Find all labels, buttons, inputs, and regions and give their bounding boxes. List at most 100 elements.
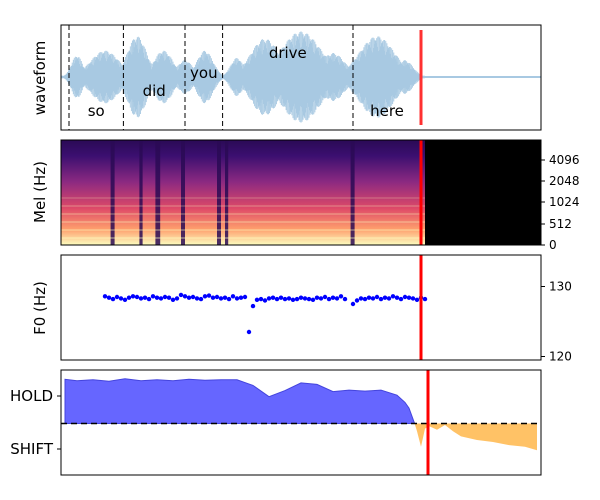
turn-tick-label-shift: SHIFT	[10, 440, 54, 458]
f0-point-36	[246, 329, 252, 335]
f0-point-21	[186, 295, 192, 300]
turn-axes-frame	[60, 369, 542, 476]
f0-point-13	[154, 295, 160, 300]
hold-area	[64, 378, 416, 424]
mel-tick-label-4: 4096	[549, 153, 580, 167]
f0-point-47	[290, 297, 296, 302]
turn-yticks: HOLD SHIFT	[10, 387, 61, 458]
f0-yticks: 120 130	[541, 280, 572, 364]
f0-point-39	[258, 296, 264, 302]
f0-point-61	[350, 301, 356, 307]
f0-point-25	[202, 294, 208, 299]
f0-point-58	[334, 296, 340, 301]
f0-tick-label-1: 130	[549, 280, 572, 294]
mel-harmonic-2	[61, 221, 425, 223]
f0-tick-label-0: 120	[549, 350, 572, 364]
f0-point-11	[146, 296, 152, 302]
word-label-you: you	[190, 64, 218, 82]
mel-spectrogram	[61, 140, 541, 245]
f0-point-59	[338, 294, 344, 299]
mel-axes-frame	[60, 139, 542, 246]
f0-point-41	[266, 296, 272, 301]
f0-point-35	[242, 294, 248, 300]
f0-point-31	[226, 296, 232, 302]
f0-point-53	[314, 295, 320, 300]
mel-harmonic-3	[61, 213, 425, 215]
mel-gap-2	[155, 140, 161, 245]
f0-point-67	[374, 294, 380, 300]
f0-point-33	[234, 296, 240, 301]
f0-point-45	[282, 296, 288, 302]
word-labels: so did you drive here	[88, 44, 404, 120]
mel-harmonic-0	[61, 237, 425, 239]
f0-point-10	[142, 295, 148, 300]
mel-tick-label-2: 1024	[549, 195, 580, 209]
f0-point-17	[170, 297, 176, 302]
word-label-drive: drive	[269, 44, 307, 62]
f0-point-29	[218, 296, 224, 301]
f0-point-0	[102, 294, 108, 299]
mel-tick-label-3: 2048	[549, 174, 580, 188]
mel-gap-4	[217, 140, 221, 245]
mel-gap-5	[225, 140, 229, 245]
waveform-ylabel: waveform	[31, 41, 49, 116]
f0-point-20	[182, 294, 188, 299]
f0-axes-frame	[60, 254, 542, 361]
f0-ylabel: F0 (Hz)	[31, 281, 49, 335]
turn-prob-areas	[64, 378, 537, 451]
f0-point-49	[298, 295, 304, 300]
f0-point-73	[398, 296, 404, 302]
f0-point-75	[406, 295, 412, 300]
f0-point-69	[382, 295, 388, 300]
f0-panel: 120 130 F0 (Hz)	[31, 254, 572, 364]
f0-point-77	[414, 297, 420, 302]
f0-point-14	[158, 296, 164, 301]
f0-point-44	[278, 295, 284, 300]
f0-point-2	[110, 296, 116, 302]
mel-silence	[425, 140, 541, 245]
f0-point-56	[326, 296, 332, 302]
f0-point-12	[150, 294, 156, 299]
f0-point-54	[318, 296, 324, 301]
waveform-signal	[60, 31, 542, 123]
f0-point-50	[302, 296, 308, 301]
mel-gap-1	[139, 140, 143, 245]
mel-tick-label-1: 512	[549, 217, 572, 231]
f0-point-63	[358, 296, 364, 301]
f0-point-68	[378, 296, 384, 302]
f0-point-23	[194, 296, 200, 301]
f0-point-64	[362, 296, 368, 302]
shift-area	[414, 423, 537, 451]
f0-point-15	[162, 294, 168, 300]
f0-point-3	[114, 294, 120, 300]
mel-gap-0	[110, 140, 115, 245]
f0-point-74	[402, 294, 408, 300]
mel-ylabel: Mel (Hz)	[31, 161, 49, 223]
f0-point-52	[310, 297, 316, 302]
f0-point-16	[166, 295, 172, 300]
waveform-panel: so did you drive here waveform	[31, 24, 542, 131]
f0-point-1	[106, 295, 112, 300]
mel-tick-label-0: 0	[549, 238, 557, 252]
f0-point-72	[394, 295, 400, 300]
f0-point-79	[422, 296, 428, 302]
mel-harmonic-5	[61, 197, 425, 199]
f0-point-5	[122, 297, 128, 302]
turn-panel: HOLD SHIFT	[10, 369, 542, 476]
word-label-so: so	[88, 102, 105, 120]
f0-point-70	[386, 296, 392, 301]
f0-point-34	[238, 295, 244, 300]
f0-point-76	[410, 296, 416, 301]
f0-point-46	[286, 296, 292, 301]
f0-point-18	[174, 296, 180, 301]
f0-point-22	[190, 294, 196, 300]
f0-point-19	[178, 292, 184, 298]
f0-point-24	[198, 296, 204, 302]
mel-harmonic-4	[61, 205, 425, 207]
f0-point-27	[210, 295, 216, 300]
turn-tick-label-hold: HOLD	[10, 387, 53, 405]
word-label-did: did	[143, 82, 166, 100]
mel-harmonic-1	[61, 229, 425, 231]
f0-point-48	[294, 296, 300, 302]
